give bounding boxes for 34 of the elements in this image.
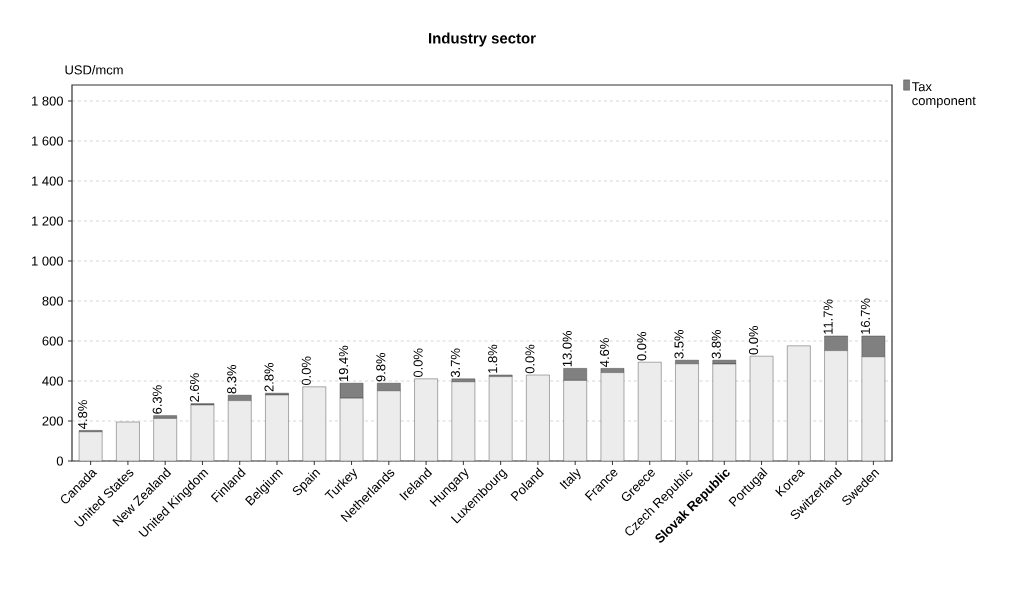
annotation: 2.8%	[264, 362, 274, 392]
annotation: 16.7%	[860, 298, 870, 334]
y-tick-label: 1 400	[32, 176, 63, 186]
y-tick-label: 600	[42, 336, 63, 346]
annotation: 4.6%	[599, 338, 610, 367]
annotation: 0.0%	[525, 344, 535, 374]
annotation: 0.0%	[413, 348, 423, 378]
y-tick-label: 200	[42, 416, 63, 426]
annotation: 19.4%	[338, 345, 349, 382]
annotation: 0.0%	[637, 331, 647, 361]
y-axis-title: USD/mcm	[65, 64, 123, 75]
annotation: 4.8%	[78, 400, 88, 429]
annotation: 2.6%	[189, 373, 200, 402]
annotation: 11.7%	[823, 299, 833, 334]
annotation: 3.8%	[711, 329, 721, 359]
annotation: 3.5%	[674, 329, 684, 359]
annotation: 13.0%	[562, 330, 572, 367]
annotation: 3.7%	[450, 348, 460, 378]
annotation: 1.8%	[488, 344, 498, 373]
x-tick-label: Italy	[559, 468, 581, 490]
y-tick-label: 1 000	[32, 256, 63, 266]
y-tick-label: 1 800	[32, 96, 63, 106]
legend-label: Tax component	[912, 82, 976, 108]
y-tick-label: 400	[42, 376, 63, 386]
y-tick-label: 1 200	[32, 216, 63, 226]
annotation: 9.8%	[376, 352, 386, 382]
y-tick-label: 0	[56, 456, 63, 466]
y-tick-label: 800	[42, 296, 63, 306]
y-tick-label: 1 600	[32, 136, 63, 146]
annotation: 0.0%	[748, 325, 759, 355]
annotation: 8.3%	[227, 364, 237, 394]
chart-title: Industry sector	[429, 32, 536, 47]
annotation: 6.3%	[152, 385, 162, 414]
annotation: 0.0%	[301, 356, 311, 386]
